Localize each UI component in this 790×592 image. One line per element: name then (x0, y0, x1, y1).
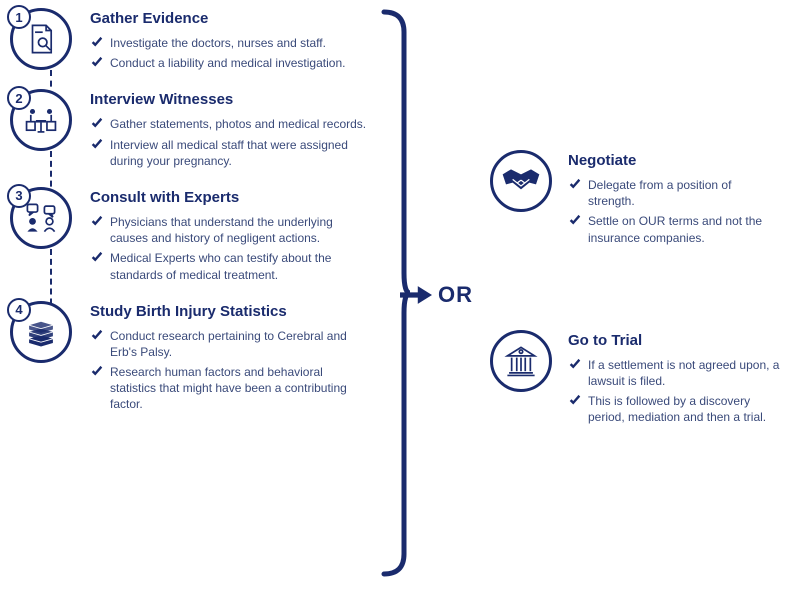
negotiate-icon-circle (490, 150, 552, 212)
trial-icon-circle (490, 330, 552, 392)
step-2: 2 Interview Witnesses Gather statements,… (10, 89, 370, 173)
check-icon (90, 138, 104, 152)
step-3-number: 3 (7, 184, 31, 208)
step-4-bullet-1: Conduct research pertaining to Cerebral … (90, 328, 370, 360)
check-icon (90, 251, 104, 265)
books-stack-icon (23, 315, 59, 349)
negotiate-bullet-1: Delegate from a position of strength. (568, 177, 780, 209)
step-2-bullet-1: Gather statements, photos and medical re… (90, 116, 370, 132)
trial-bullet-2: This is followed by a discovery period, … (568, 393, 780, 425)
step-3: 3 Consult with Experts Physicians that u… (10, 187, 370, 287)
check-icon (90, 365, 104, 379)
step-1: 1 Gather Evidence Investigate the doctor… (10, 8, 370, 75)
check-icon (90, 215, 104, 229)
check-icon (90, 117, 104, 131)
check-icon (568, 358, 582, 372)
trial-title: Go to Trial (568, 332, 780, 349)
handshake-icon (501, 166, 541, 196)
step-4-icon-circle: 4 (10, 301, 72, 363)
arrow-right-icon (400, 284, 432, 306)
step-2-icon-circle: 2 (10, 89, 72, 151)
step-1-title: Gather Evidence (90, 10, 370, 27)
bullet-text: Conduct a liability and medical investig… (110, 55, 345, 71)
check-icon (568, 394, 582, 408)
check-icon (90, 56, 104, 70)
check-icon (568, 178, 582, 192)
left-steps-column: 1 Gather Evidence Investigate the doctor… (10, 8, 370, 431)
bullet-text: Research human factors and behavioral st… (110, 364, 370, 413)
bullet-text: Conduct research pertaining to Cerebral … (110, 328, 370, 360)
check-icon (90, 36, 104, 50)
step-1-bullet-1: Investigate the doctors, nurses and staf… (90, 35, 370, 51)
negotiate-bullet-2: Settle on OUR terms and not the insuranc… (568, 213, 780, 245)
step-2-title: Interview Witnesses (90, 91, 370, 108)
step-3-icon-circle: 3 (10, 187, 72, 249)
right-step-trial: Go to Trial If a settlement is not agree… (490, 330, 780, 430)
bullet-text: Delegate from a position of strength. (588, 177, 780, 209)
bullet-text: Gather statements, photos and medical re… (110, 116, 366, 132)
step-3-title: Consult with Experts (90, 189, 370, 206)
step-4-title: Study Birth Injury Statistics (90, 303, 370, 320)
right-step-negotiate: Negotiate Delegate from a position of st… (490, 150, 780, 250)
step-4: 4 Study Birth Injury Statistics Conduct … (10, 301, 370, 417)
bullet-text: Medical Experts who can testify about th… (110, 250, 370, 282)
bullet-text: Investigate the doctors, nurses and staf… (110, 35, 326, 51)
step-2-bullet-2: Interview all medical staff that were as… (90, 137, 370, 169)
bullet-text: Physicians that understand the underlyin… (110, 214, 370, 246)
or-connector: OR (400, 282, 473, 308)
step-3-bullet-2: Medical Experts who can testify about th… (90, 250, 370, 282)
check-icon (568, 214, 582, 228)
step-4-bullet-2: Research human factors and behavioral st… (90, 364, 370, 413)
bullet-text: If a settlement is not agreed upon, a la… (588, 357, 780, 389)
bullet-text: Settle on OUR terms and not the insuranc… (588, 213, 780, 245)
or-label: OR (438, 282, 473, 308)
trial-bullet-1: If a settlement is not agreed upon, a la… (568, 357, 780, 389)
step-1-icon-circle: 1 (10, 8, 72, 70)
courthouse-icon (503, 344, 539, 378)
step-1-bullet-2: Conduct a liability and medical investig… (90, 55, 370, 71)
bullet-text: Interview all medical staff that were as… (110, 137, 370, 169)
right-steps-column: Negotiate Delegate from a position of st… (490, 150, 780, 510)
step-1-number: 1 (7, 5, 31, 29)
document-magnifier-icon (24, 22, 58, 56)
consult-people-icon (22, 201, 60, 235)
check-icon (90, 329, 104, 343)
interview-table-icon (22, 103, 60, 137)
negotiate-title: Negotiate (568, 152, 780, 169)
bullet-text: This is followed by a discovery period, … (588, 393, 780, 425)
step-4-number: 4 (7, 298, 31, 322)
step-3-bullet-1: Physicians that understand the underlyin… (90, 214, 370, 246)
